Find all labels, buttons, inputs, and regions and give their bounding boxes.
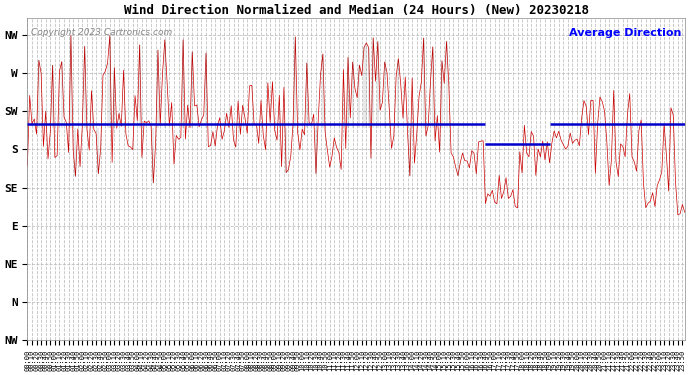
Title: Wind Direction Normalized and Median (24 Hours) (New) 20230218: Wind Direction Normalized and Median (24… (124, 4, 589, 17)
Text: Average Direction: Average Direction (569, 28, 682, 38)
Text: Copyright 2023 Cartronics.com: Copyright 2023 Cartronics.com (30, 28, 172, 37)
